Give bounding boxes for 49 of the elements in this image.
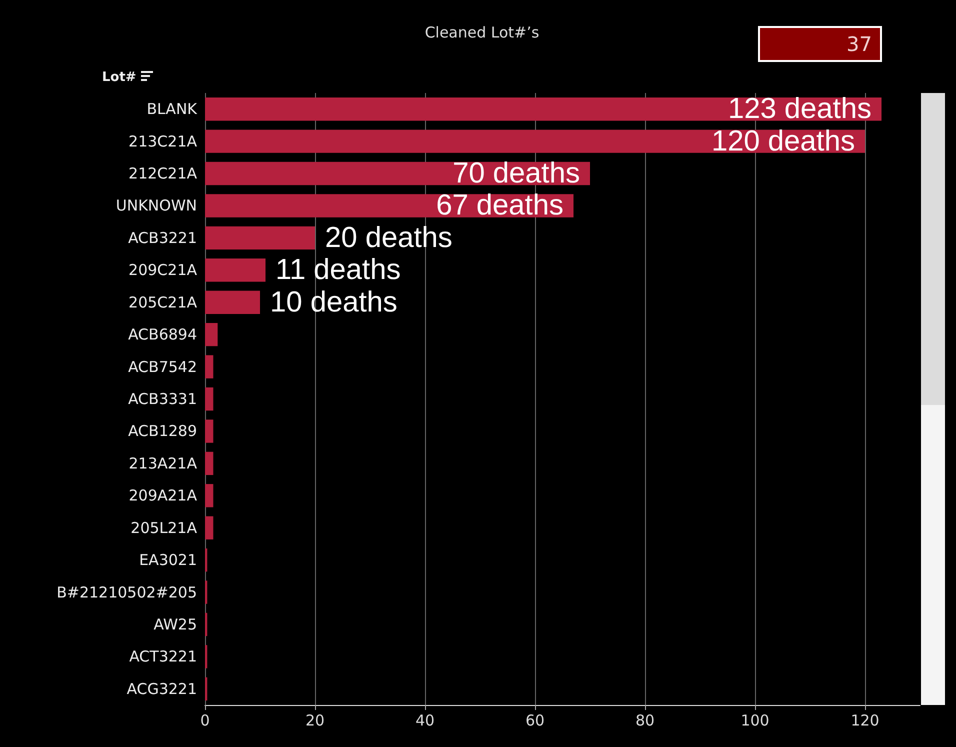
chart-title: Cleaned Lot#’s [424, 24, 540, 42]
y-tick-label: 213A21A [128, 454, 198, 472]
y-tick-label: 213C21A [128, 132, 198, 150]
y-tick-label: ACB6894 [128, 326, 197, 344]
bar [205, 452, 214, 476]
bar [205, 290, 260, 314]
y-tick-label: ACG3221 [126, 680, 197, 698]
data-label: 70 deaths [452, 158, 580, 190]
y-axis-title: Lot# [102, 70, 136, 85]
bar [205, 322, 218, 346]
bar [205, 98, 882, 121]
x-tick-label: 80 [635, 712, 655, 730]
bar [205, 387, 214, 411]
x-tick-label: 100 [740, 712, 770, 730]
x-tick-label: 0 [200, 712, 210, 730]
bar [205, 130, 865, 153]
bar [205, 258, 266, 282]
y-tick-label: 212C21A [128, 164, 198, 183]
y-tick-label: EA3021 [139, 551, 197, 570]
y-tick-label: ACB7542 [128, 358, 197, 376]
x-tick-label: 60 [525, 712, 545, 730]
y-tick-label: 205C21A [128, 293, 198, 312]
bar [205, 420, 214, 443]
data-label: 120 deaths [711, 125, 855, 158]
bar [205, 516, 214, 540]
y-tick-label: 205L21A [130, 518, 198, 537]
y-tick-label: UNKNOWN [116, 196, 197, 215]
y-tick-label: ACT3221 [129, 648, 197, 666]
data-label: 11 deaths [276, 254, 401, 286]
y-tick-label: ACB3221 [128, 228, 197, 247]
y-tick-label: BLANK [146, 100, 198, 118]
x-tick-label: 40 [415, 712, 435, 730]
y-tick-label: 209A21A [128, 486, 198, 505]
data-label: 10 deaths [270, 286, 398, 318]
bar [205, 194, 574, 218]
data-label: 123 deaths [728, 93, 872, 126]
bar [205, 355, 214, 378]
data-label: 20 deaths [325, 222, 452, 254]
x-tick-label: 20 [305, 712, 325, 730]
data-label: 67 deaths [436, 190, 564, 222]
y-tick-label: 209C21A [128, 261, 198, 280]
y-tick-label: B#21210502#205 [56, 583, 197, 602]
y-tick-label: ACB3331 [128, 390, 197, 408]
text: 37 [758, 26, 882, 62]
x-tick-label: 120 [850, 712, 880, 730]
y-tick-label: ACB1289 [128, 422, 197, 440]
bar [205, 226, 315, 250]
bar [205, 484, 214, 508]
y-tick-label: AW25 [154, 615, 197, 634]
